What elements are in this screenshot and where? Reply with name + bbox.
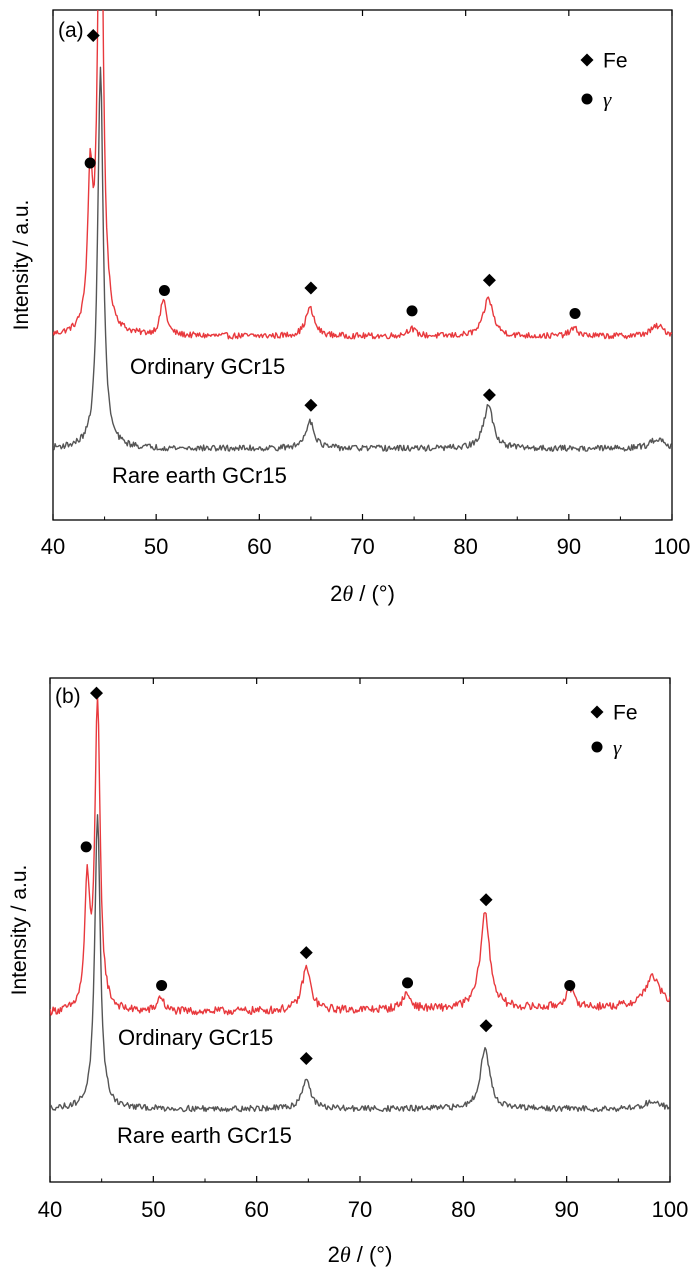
rare-earth-gcr15-label: Rare earth GCr15: [112, 463, 287, 488]
x-tick-label: 100: [652, 1197, 689, 1222]
legend-gamma-marker: [591, 741, 603, 753]
panel-label: (a): [58, 19, 84, 42]
x-tick-label: 50: [141, 1197, 165, 1222]
fe-peak-marker: [304, 398, 318, 412]
x-tick-label: 70: [348, 1197, 372, 1222]
rare-earth-gcr15-curve: [53, 66, 672, 452]
legend: Fe γ: [590, 702, 638, 760]
chart-panel-a: 40 50 60 70 80 90 100 2θ / (°) Intensity / a.u. (…: [10, 9, 691, 606]
x-tick-label: 100: [654, 534, 691, 559]
gamma-peak-marker: [80, 841, 92, 853]
legend-fe-marker: [590, 705, 604, 719]
ordinary-gcr15-label: Ordinary GCr15: [130, 354, 285, 379]
x-tick-label: 90: [554, 1197, 578, 1222]
legend-gamma-label: γ: [603, 88, 612, 112]
ordinary-gcr15-curve: [53, 10, 672, 340]
y-axis-label: Intensity / a.u.: [10, 200, 33, 331]
ordinary-gcr15-label: Ordinary GCr15: [118, 1025, 273, 1050]
rare-earth-gcr15-curve: [50, 814, 670, 1113]
fe-peak-marker: [90, 686, 103, 700]
fe-peak-marker: [304, 281, 318, 295]
gamma-peak-marker: [156, 979, 168, 991]
y-axis-label: Intensity / a.u.: [8, 865, 31, 996]
legend-fe-label: Fe: [613, 702, 638, 725]
gamma-peak-marker: [564, 979, 576, 991]
x-tick-label: 80: [453, 534, 477, 559]
rare-earth-gcr15-label: Rare earth GCr15: [117, 1123, 292, 1148]
x-axis-label: 2θ / (°): [328, 1242, 393, 1267]
fe-peak-marker: [299, 1052, 313, 1066]
fe-peak-marker: [86, 29, 100, 42]
x-axis-label: 2θ / (°): [330, 581, 395, 606]
legend-fe-label: Fe: [603, 50, 628, 73]
legend-gamma-label: γ: [613, 736, 622, 760]
legend-gamma-marker: [581, 93, 593, 105]
gamma-peak-marker: [406, 305, 418, 317]
gamma-peak-marker: [569, 307, 581, 319]
chart-panel-b: 40 50 60 70 80 90 100 2θ / (°) Intensity / a.u. (…: [8, 677, 689, 1267]
fe-peak-marker: [479, 1019, 493, 1033]
ordinary-gcr15-curve: [50, 695, 670, 1016]
gamma-peak-marker: [158, 285, 170, 296]
x-tick-label: 60: [244, 1197, 268, 1222]
legend-fe-marker: [580, 53, 594, 67]
x-tick-label: 40: [38, 1197, 62, 1222]
fe-peak-marker: [482, 388, 496, 402]
fe-peak-marker: [299, 946, 313, 960]
x-tick-label: 70: [350, 534, 374, 559]
x-tick-label: 80: [451, 1197, 475, 1222]
gamma-peak-marker: [402, 977, 414, 989]
gamma-peak-marker: [84, 157, 96, 169]
legend: Fe γ: [580, 50, 628, 112]
x-tick-label: 90: [557, 534, 581, 559]
x-tick-label: 40: [41, 534, 65, 559]
x-tick-label: 50: [144, 534, 168, 559]
panel-label: (b): [55, 685, 81, 708]
x-tick-label: 60: [247, 534, 271, 559]
fe-peak-marker: [482, 273, 496, 287]
fe-peak-marker: [479, 893, 493, 907]
plot-frame: [52, 9, 673, 521]
